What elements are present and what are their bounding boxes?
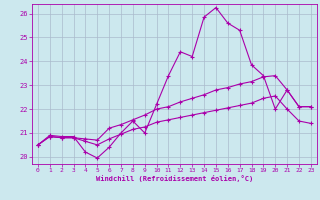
X-axis label: Windchill (Refroidissement éolien,°C): Windchill (Refroidissement éolien,°C)	[96, 175, 253, 182]
